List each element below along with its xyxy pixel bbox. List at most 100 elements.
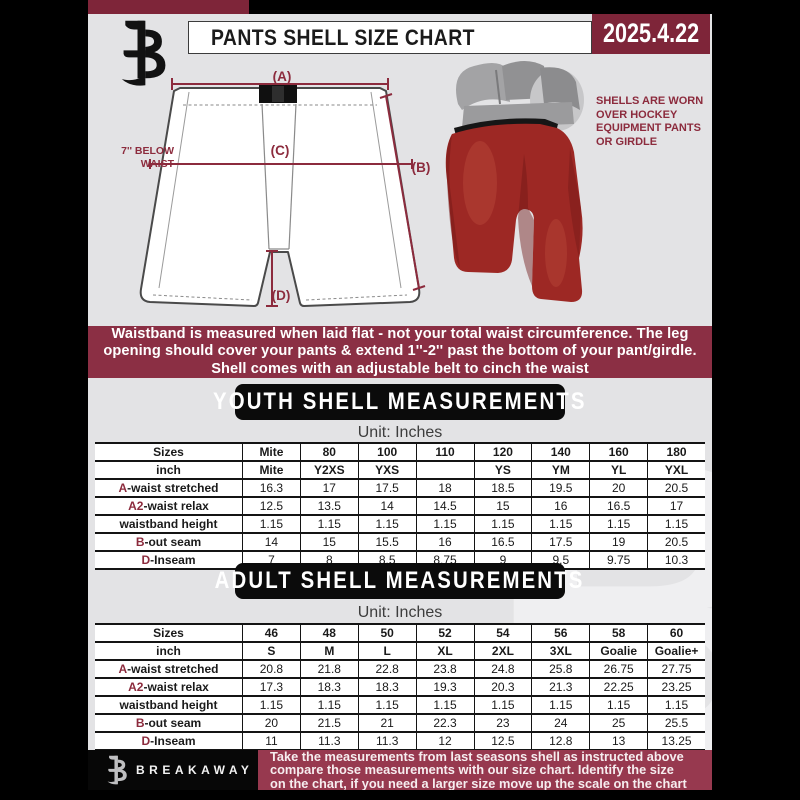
text-line: Shell comes with an adjustable belt to c… [211, 360, 589, 377]
table-cell: 12.5 [242, 498, 300, 514]
table-cell: YXS [357, 462, 416, 478]
table-cell: 23 [473, 715, 532, 731]
table-cell: 140 [531, 444, 590, 460]
table-cell: 3XL [531, 643, 590, 659]
table-cell: 15 [299, 534, 358, 550]
adult-heading: ADULT SHELL MEASUREMENTS [215, 567, 585, 594]
table-cell: 50 [357, 625, 416, 641]
table-cell: inch [95, 643, 242, 659]
table-cell: 2XL [473, 643, 532, 659]
table-row: A2 -waist relax 17.3 18.3 18.3 19.3 20.3 21.3 22… [95, 679, 705, 697]
table-cell: 1.15 [647, 516, 705, 532]
table-cell: 1.15 [415, 516, 474, 532]
table-cell: 19 [589, 534, 648, 550]
table-cell: 1.15 [531, 697, 590, 713]
table-cell: 80 [299, 444, 358, 460]
text-line: 7'' BELOW [121, 145, 174, 157]
table-cell: Sizes [95, 625, 242, 641]
table-cell: 13.25 [647, 733, 705, 749]
table-cell: 18.3 [357, 679, 416, 695]
table-cell: Mite [242, 444, 300, 460]
table-cell: 17 [299, 480, 358, 496]
table-cell: XL [415, 643, 474, 659]
table-cell: 23.25 [647, 679, 705, 695]
table-cell: 1.15 [589, 516, 648, 532]
table-cell: S [242, 643, 300, 659]
table-cell: 110 [415, 444, 474, 460]
table-row: Sizes 46 48 50 52 54 56 58 60 [95, 625, 705, 643]
dim-label-d: (D) [271, 288, 291, 303]
table-cell: 1.15 [242, 697, 300, 713]
table-row: inch S M L XL 2XL 3XL Goalie Goalie+ [95, 643, 705, 661]
photo-note: SHELLS ARE WORN OVER HOCKEY EQUIPMENT PANT… [596, 95, 708, 149]
table-cell: Y2XS [299, 462, 358, 478]
table-cell: 1.15 [299, 697, 358, 713]
text-line: WAIST [140, 157, 174, 170]
table-cell: 26.75 [589, 661, 648, 677]
table-cell: A2 -waist relax [95, 679, 242, 695]
table-cell: 22.3 [415, 715, 474, 731]
table-cell: 21.8 [299, 661, 358, 677]
table-cell: 11.3 [299, 733, 358, 749]
youth-measurement-table: Sizes Mite 80 100 110 120 140 160 180 inch Mite Y2X… [95, 442, 705, 570]
table-cell: 14 [242, 534, 300, 550]
table-cell: 18.5 [473, 480, 532, 496]
table-cell: D -Inseam [95, 733, 242, 749]
table-cell: 11.3 [357, 733, 416, 749]
title-bar: PANTS SHELL SIZE CHART [188, 21, 592, 54]
date-badge: 2025.4.22 [592, 14, 710, 54]
table-cell: 60 [647, 625, 705, 641]
table-cell: 17.5 [357, 480, 416, 496]
table-row: waistband height 1.15 1.15 1.15 1.15 1.15 1.15… [95, 516, 705, 534]
unit-label-youth: Unit: Inches [357, 424, 443, 441]
table-cell: 12 [415, 733, 474, 749]
dim-label-a: (A) [272, 69, 292, 84]
text-line: OVER HOCKEY [596, 108, 678, 121]
table-cell: A2 -waist relax [95, 498, 242, 514]
table-cell: 14.5 [415, 498, 474, 514]
table-cell: 25.8 [531, 661, 590, 677]
table-cell: 16.5 [473, 534, 532, 550]
table-row: inch Mite Y2XS YXS YS YM YL YXL [95, 462, 705, 480]
table-cell: D -Inseam [95, 552, 242, 568]
table-cell: 20 [589, 480, 648, 496]
table-cell: 18 [415, 480, 474, 496]
table-cell: 1.15 [357, 697, 416, 713]
date-text: 2025.4.22 [602, 17, 700, 48]
table-cell: 19.3 [415, 679, 474, 695]
table-cell: 48 [299, 625, 358, 641]
table-cell: 10.3 [647, 552, 705, 568]
table-cell: 20 [242, 715, 300, 731]
dim-label-c: (C) [270, 143, 290, 158]
table-cell: 20.3 [473, 679, 532, 695]
table-cell [415, 462, 474, 478]
table-row: B -out seam 20 21.5 21 22.3 23 24 25 25.5 [95, 715, 705, 733]
footer-note: Take the measurements from last seasons … [258, 749, 712, 790]
table-cell: 20.5 [647, 534, 705, 550]
table-cell: 1.15 [647, 697, 705, 713]
table-cell: 18.3 [299, 679, 358, 695]
table-cell: 100 [357, 444, 416, 460]
footer-brand-block: BREAKAWAY [88, 750, 258, 790]
table-cell: 15.5 [357, 534, 416, 550]
table-cell: waistband height [95, 516, 242, 532]
table-cell: 1.15 [299, 516, 358, 532]
text-line: on the chart, if you need a larger size … [270, 775, 687, 790]
measurement-lines [149, 78, 426, 307]
table-cell: 1.15 [473, 697, 532, 713]
table-cell: 46 [242, 625, 300, 641]
shorts-measurement-diagram [139, 78, 426, 307]
table-cell: 24 [531, 715, 590, 731]
table-cell: 13 [589, 733, 648, 749]
table-cell: 23.8 [415, 661, 474, 677]
page: B PANTS SHELL SIZE CHART 2025.4.22 [88, 14, 712, 790]
table-cell: 11 [242, 733, 300, 749]
text-line: opening should cover your pants & extend… [103, 343, 697, 360]
table-cell: 17.5 [531, 534, 590, 550]
text-line: EQUIPMENT PANTS [596, 122, 701, 135]
footer-logo-icon [104, 755, 128, 785]
table-cell: YXL [647, 462, 705, 478]
table-cell: 13.5 [299, 498, 358, 514]
table-cell: L [357, 643, 416, 659]
table-cell: 1.15 [415, 697, 474, 713]
